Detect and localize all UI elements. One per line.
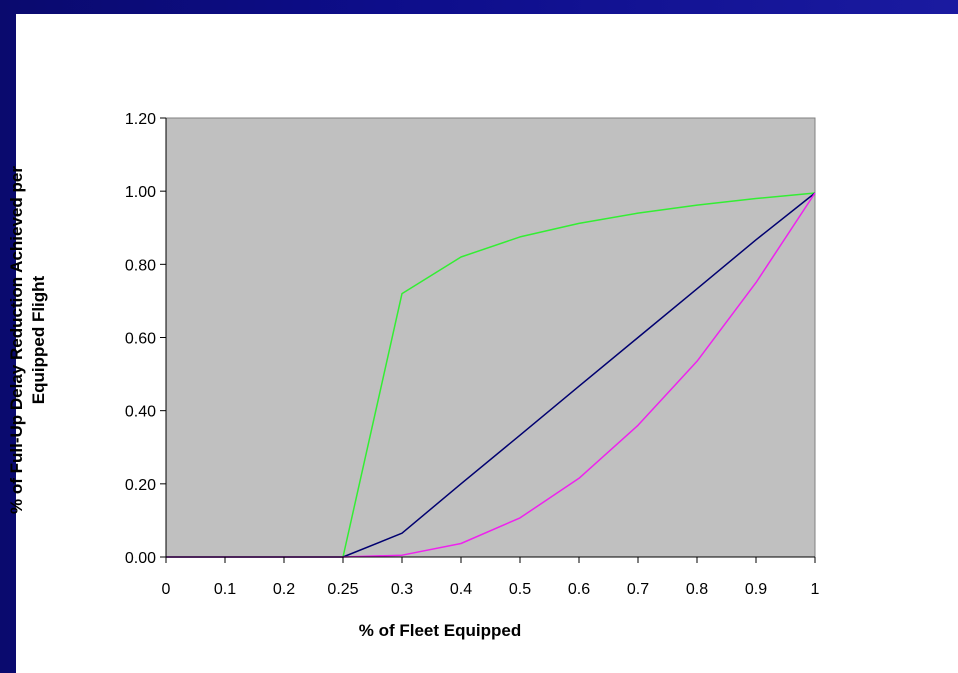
y-tick-label: 0.60 (125, 331, 156, 348)
x-tick-label: 0.2 (273, 581, 295, 598)
y-tick-label: 1.00 (125, 184, 156, 201)
x-tick-label: 0.4 (450, 581, 472, 598)
x-tick-label: 0.9 (745, 581, 767, 598)
x-tick-label: 0.6 (568, 581, 590, 598)
x-tick-label: 0.8 (686, 581, 708, 598)
x-axis-title: % of Fleet Equipped (358, 621, 522, 640)
x-tick-label: 0 (162, 581, 171, 598)
y-tick-label: 0.00 (125, 550, 156, 567)
x-tick-label: 0.7 (627, 581, 649, 598)
x-tick-label: 0.1 (214, 581, 236, 598)
axis-layer: 0.00 0.20 0.40 0.60 0.80 1.00 1.20 0 0.1 0.2 0.25 0… (125, 111, 820, 598)
y-axis-title-line-2: Equipped Flight (29, 275, 48, 405)
y-tick-label: 0.40 (125, 404, 156, 421)
x-tick-label: 0.5 (509, 581, 531, 598)
x-tick-label: 0.25 (327, 581, 358, 598)
y-tick-label: 0.80 (125, 257, 156, 274)
plot-area (165, 117, 816, 558)
y-axis-title-line-1: % of Full-Up Delay Reduction Achieved pe… (7, 166, 26, 514)
x-tick-label: 1 (811, 581, 820, 598)
y-tick-label: 1.20 (125, 111, 156, 128)
y-tick-label: 0.20 (125, 477, 156, 494)
x-tick-label: 0.3 (391, 581, 413, 598)
